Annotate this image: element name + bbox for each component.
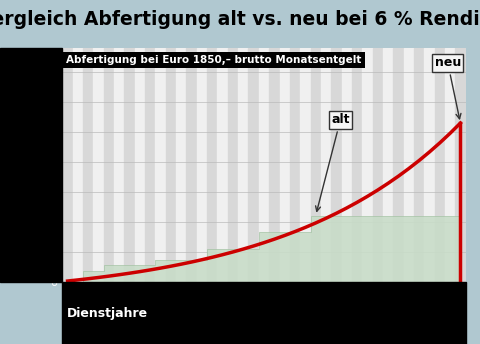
Bar bbox=[259, 48, 269, 282]
Bar bbox=[342, 48, 352, 282]
Bar bbox=[145, 48, 156, 282]
Text: alt: alt bbox=[316, 113, 350, 211]
Bar bbox=[62, 48, 73, 282]
Text: Dienstjahre: Dienstjahre bbox=[67, 307, 148, 320]
Bar bbox=[207, 48, 217, 282]
Bar bbox=[414, 48, 424, 282]
Bar bbox=[331, 48, 342, 282]
Bar bbox=[114, 48, 124, 282]
Bar bbox=[279, 48, 290, 282]
Bar bbox=[393, 48, 404, 282]
Bar bbox=[352, 48, 362, 282]
Bar bbox=[176, 48, 186, 282]
Text: neu: neu bbox=[434, 56, 461, 119]
Bar bbox=[290, 48, 300, 282]
Bar bbox=[156, 48, 166, 282]
Bar bbox=[249, 48, 259, 282]
Bar bbox=[383, 48, 393, 282]
Bar bbox=[404, 48, 414, 282]
Bar bbox=[321, 48, 331, 282]
Bar bbox=[197, 48, 207, 282]
Bar bbox=[166, 48, 176, 282]
Bar bbox=[311, 48, 321, 282]
Bar bbox=[445, 48, 455, 282]
Bar bbox=[269, 48, 279, 282]
Text: DER STANDARD: DER STANDARD bbox=[377, 327, 466, 337]
Bar bbox=[186, 48, 197, 282]
Bar bbox=[372, 48, 383, 282]
Bar bbox=[362, 48, 372, 282]
Bar bbox=[217, 48, 228, 282]
Bar bbox=[83, 48, 94, 282]
Text: Dienstjahre: Dienstjahre bbox=[74, 300, 156, 313]
Bar bbox=[228, 48, 238, 282]
Bar bbox=[238, 48, 249, 282]
Bar bbox=[124, 48, 135, 282]
Bar bbox=[424, 48, 434, 282]
Text: Vergleich Abfertigung alt vs. neu bei 6 % Rendite: Vergleich Abfertigung alt vs. neu bei 6 … bbox=[0, 10, 480, 29]
Bar bbox=[300, 48, 311, 282]
Bar bbox=[455, 48, 466, 282]
Bar bbox=[104, 48, 114, 282]
Text: Abfertigung bei Euro 1850,– brutto Monatsentgelt: Abfertigung bei Euro 1850,– brutto Monat… bbox=[66, 55, 362, 65]
Bar bbox=[434, 48, 445, 282]
Bar bbox=[94, 48, 104, 282]
Bar bbox=[73, 48, 83, 282]
Bar bbox=[135, 48, 145, 282]
